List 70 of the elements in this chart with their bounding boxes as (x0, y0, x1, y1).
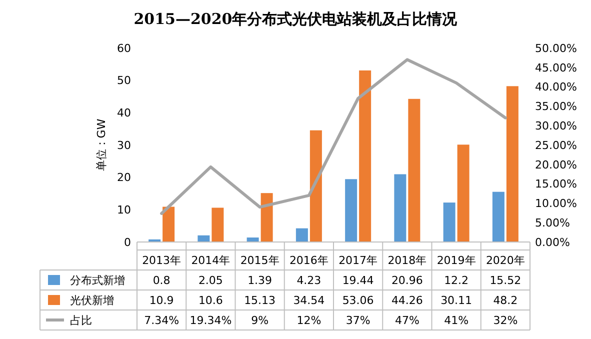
data-label: 7.34% (144, 314, 180, 327)
y2-tick-label: 15.00% (535, 178, 577, 191)
data-label: 34.54 (293, 294, 325, 307)
y2-tick-label: 30.00% (535, 119, 577, 132)
line-series (160, 58, 507, 216)
bar (492, 192, 504, 242)
y-tick-label: 30 (117, 138, 131, 152)
bar (457, 144, 470, 242)
y2-tick-label: 10.00% (535, 197, 577, 210)
x-tick-label: 2019年 (436, 254, 476, 267)
y-tick-label: 50 (117, 74, 131, 88)
data-label: 12.2 (444, 274, 469, 287)
x-tick-label: 2013年 (142, 254, 182, 267)
y2-tick-label: 45.00% (535, 61, 577, 74)
y2-tick-label: 20.00% (535, 158, 577, 172)
data-label: 53.06 (342, 294, 374, 307)
data-label: 47% (394, 314, 420, 327)
y2-tick-label: 5.00% (535, 216, 570, 230)
x-tick-label: 2016年 (289, 254, 328, 267)
bar (359, 70, 372, 242)
legend-label: 分布式新增 (70, 274, 125, 287)
x-tick-label: 2015年 (240, 254, 280, 267)
bar (212, 208, 224, 242)
data-label: 1.39 (248, 274, 272, 287)
y2-tick-label: 0.00% (535, 236, 570, 249)
data-label: 20.96 (391, 274, 423, 287)
data-label: 32% (493, 314, 518, 327)
x-tick-label: 2020年 (486, 254, 525, 267)
data-label: 10.6 (198, 294, 223, 307)
y2-tick-label: 35.00% (535, 100, 577, 114)
y2-tick-label: 50.00% (535, 42, 577, 55)
legend-label: 光伏新增 (70, 294, 114, 307)
y-tick-label: 60 (117, 42, 131, 55)
data-label: 12% (296, 314, 322, 327)
bar (296, 228, 308, 242)
x-tick-label: 2017年 (338, 254, 378, 267)
y2-tick-label: 25.00% (535, 138, 577, 152)
data-label: 15.52 (490, 274, 522, 287)
data-label: 0.8 (152, 274, 170, 287)
y-axis-title: 单位：GW (95, 118, 108, 172)
data-label: 15.13 (244, 294, 276, 307)
data-label: 30.11 (440, 294, 472, 307)
data-label: 41% (444, 314, 469, 327)
y-tick-label: 0 (124, 236, 131, 249)
bar (162, 206, 175, 242)
data-label: 2.05 (198, 274, 223, 287)
bar (408, 98, 420, 242)
y-tick-label: 40 (117, 106, 131, 120)
y-tick-label: 20 (117, 171, 131, 184)
chart-title: 2015—2020年分布式光伏电站装机及占比情况 (134, 10, 458, 28)
bar (260, 193, 273, 242)
bar (443, 202, 456, 242)
data-label: 19.44 (342, 274, 374, 287)
bar (345, 179, 358, 242)
bar (198, 235, 210, 242)
data-label: 9% (251, 314, 269, 327)
data-label: 44.26 (391, 294, 423, 307)
x-tick-label: 2018年 (388, 254, 427, 267)
bar (310, 130, 322, 242)
data-label: 10.9 (149, 294, 174, 307)
data-label: 37% (346, 314, 370, 327)
bar (394, 174, 406, 242)
y-tick-label: 10 (117, 204, 131, 217)
legend-label: 占比 (70, 314, 92, 327)
data-label: 48.2 (493, 294, 518, 307)
data-label: 19.34% (190, 314, 232, 327)
y2-tick-label: 40.00% (535, 80, 577, 94)
bar (506, 86, 518, 242)
data-label: 4.23 (296, 274, 322, 287)
x-tick-label: 2014年 (191, 254, 230, 267)
